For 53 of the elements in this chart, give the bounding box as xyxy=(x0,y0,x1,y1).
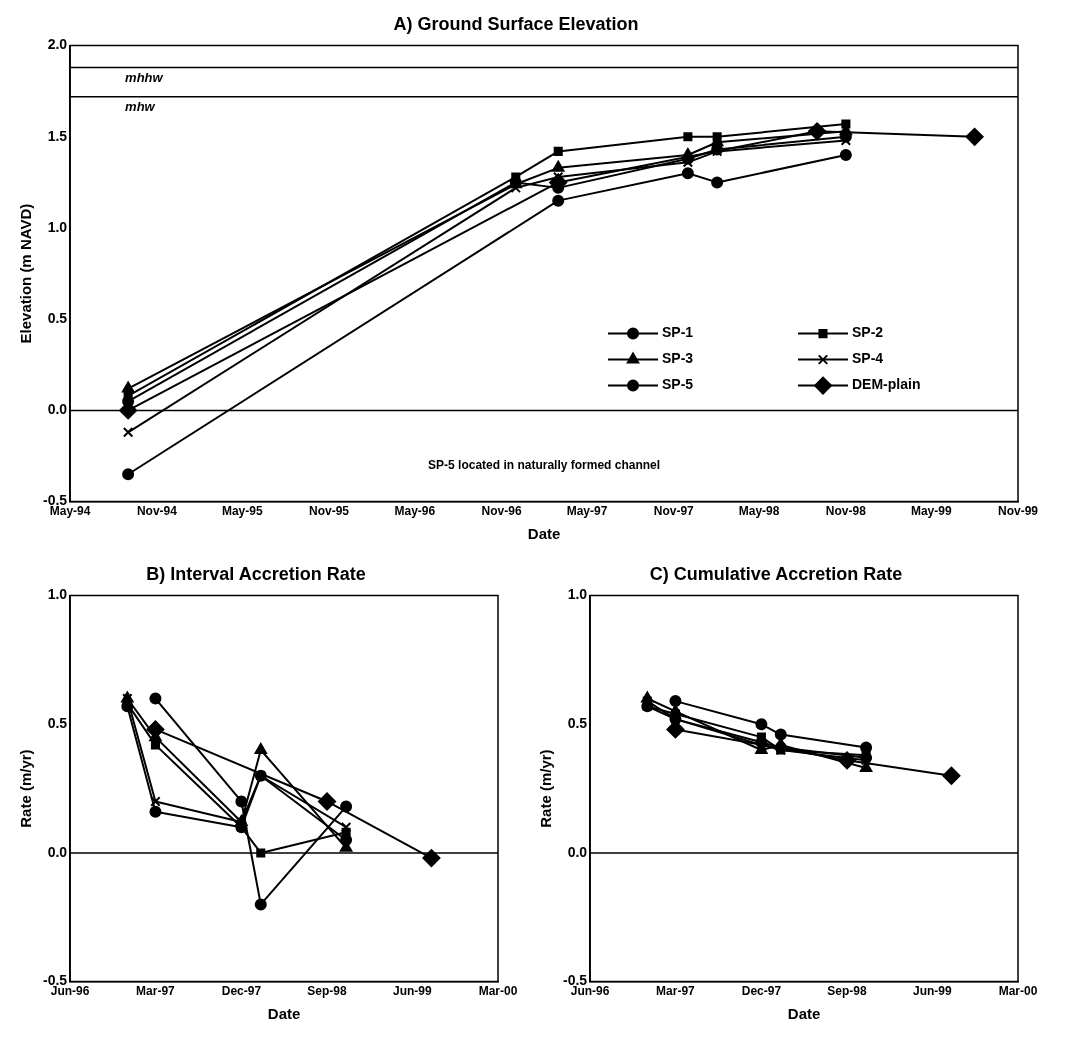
legend-label: DEM-plain xyxy=(852,376,921,393)
x-tick-label: Jun-96 xyxy=(50,984,90,999)
y-axis-title: Rate (m/yr) xyxy=(537,749,555,828)
x-tick-label: Sep-98 xyxy=(827,984,868,999)
x-tick-label: Nov-94 xyxy=(136,504,178,519)
y-tick-label: 0.5 xyxy=(47,715,68,732)
x-tick-label: May-98 xyxy=(738,504,780,519)
legend-label: SP-5 xyxy=(662,376,694,393)
ref-line-label: mhhw xyxy=(125,69,164,85)
x-tick-label: Jun-96 xyxy=(570,984,610,999)
y-tick-label: 0.5 xyxy=(47,310,68,327)
x-axis-title: Date xyxy=(267,1005,301,1023)
x-tick-label: May-99 xyxy=(910,504,952,519)
y-tick-label: 0.0 xyxy=(47,843,68,860)
y-tick-label: 1.0 xyxy=(47,586,68,603)
x-tick-label: May-97 xyxy=(566,504,608,519)
x-tick-label: Nov-98 xyxy=(825,504,867,519)
x-tick-label: Nov-99 xyxy=(997,504,1039,519)
x-tick-label: Jun-99 xyxy=(393,984,433,999)
x-tick-label: Mar-00 xyxy=(478,984,518,999)
chart-title: A) Ground Surface Elevation xyxy=(393,13,639,34)
x-tick-label: Nov-96 xyxy=(481,504,522,519)
x-tick-label: Mar-97 xyxy=(656,984,696,999)
x-tick-label: Nov-97 xyxy=(653,504,695,519)
x-tick-label: May-96 xyxy=(394,504,436,519)
y-tick-label: 1.0 xyxy=(567,586,588,603)
x-axis-title: Date xyxy=(527,525,561,543)
x-tick-label: Mar-00 xyxy=(998,984,1038,999)
x-tick-label: Mar-97 xyxy=(136,984,176,999)
y-axis-title: Elevation (m NAVD) xyxy=(17,203,35,344)
y-tick-label: 0.5 xyxy=(567,715,588,732)
legend-label: SP-2 xyxy=(852,324,884,341)
legend-label: SP-1 xyxy=(662,324,694,341)
chart-title: B) Interval Accretion Rate xyxy=(146,563,366,584)
y-tick-label: 1.0 xyxy=(47,218,68,235)
x-tick-label: Dec-97 xyxy=(741,984,782,999)
legend-label: SP-4 xyxy=(852,350,884,367)
y-tick-label: 1.5 xyxy=(47,127,68,144)
y-axis-title: Rate (m/yr) xyxy=(17,749,35,828)
y-tick-label: 0.0 xyxy=(567,843,588,860)
x-tick-label: Sep-98 xyxy=(307,984,348,999)
x-tick-label: May-95 xyxy=(221,504,263,519)
x-tick-label: Nov-95 xyxy=(309,504,350,519)
y-tick-label: 0.0 xyxy=(47,401,68,418)
x-tick-label: Jun-99 xyxy=(913,984,953,999)
y-tick-label: 2.0 xyxy=(47,36,68,53)
x-tick-label: Dec-97 xyxy=(221,984,262,999)
x-tick-label: May-94 xyxy=(49,504,91,519)
chart-title: C) Cumulative Accretion Rate xyxy=(649,563,903,584)
annotation: SP-5 located in naturally formed channel xyxy=(428,457,661,472)
ref-line-label: mhw xyxy=(125,98,156,114)
x-axis-title: Date xyxy=(787,1005,821,1023)
legend-label: SP-3 xyxy=(662,350,694,367)
